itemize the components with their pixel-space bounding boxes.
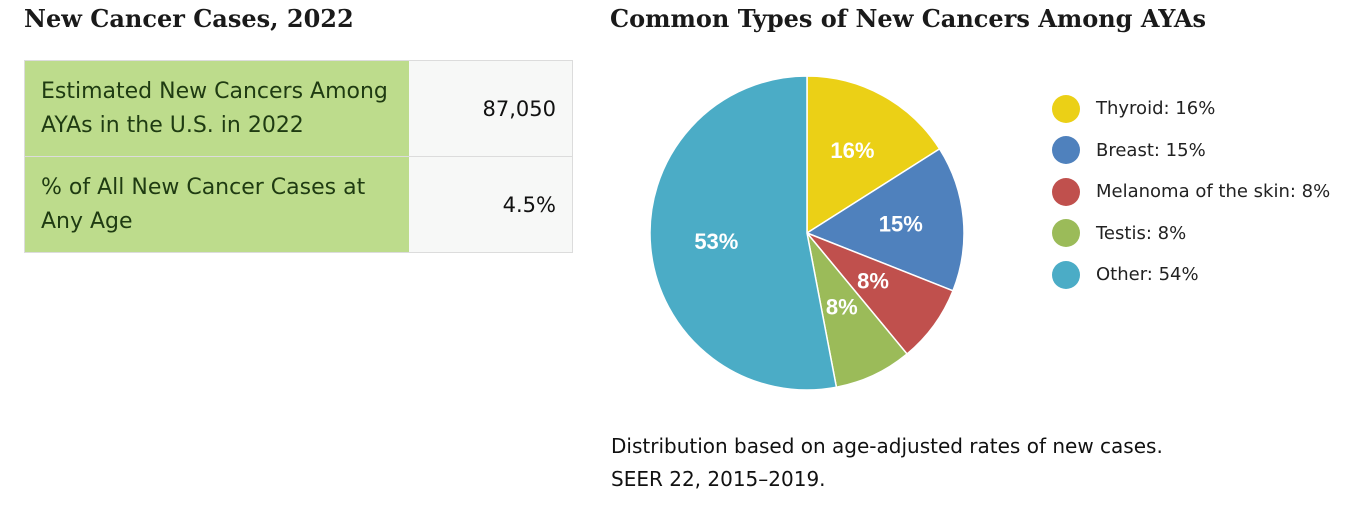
row-label: Estimated New Cancers Among AYAs in the … bbox=[24, 60, 409, 157]
slice-label-other: 53% bbox=[694, 229, 738, 254]
legend-item-testis: Testis: 8% bbox=[1052, 213, 1330, 255]
pie-slice-thyroid bbox=[806, 75, 941, 235]
table-row: Estimated New Cancers Among AYAs in the … bbox=[24, 60, 573, 157]
chart-legend: Thyroid: 16% Breast: 15% Melanoma of the… bbox=[1052, 88, 1330, 296]
slice-label-testis: 8% bbox=[826, 294, 858, 319]
legend-swatch bbox=[1052, 94, 1080, 123]
legend-item-thyroid: Thyroid: 16% bbox=[1052, 88, 1330, 130]
legend-item-other: Other: 54% bbox=[1052, 254, 1330, 296]
row-label: % of All New Cancer Cases at Any Age bbox=[24, 156, 409, 253]
slice-label-thyroid: 16% bbox=[830, 138, 874, 163]
legend-label: Thyroid: 16% bbox=[1096, 98, 1216, 120]
legend-label: Melanoma of the skin: 8% bbox=[1096, 181, 1331, 203]
slice-label-breast: 15% bbox=[879, 212, 923, 237]
legend-swatch bbox=[1052, 136, 1080, 165]
chart-title: Common Types of New Cancers Among AYAs bbox=[610, 4, 1206, 33]
chart-note: Distribution based on age-adjusted rates… bbox=[611, 430, 1163, 496]
legend-item-breast: Breast: 15% bbox=[1052, 130, 1330, 172]
legend-item-melanoma: Melanoma of the skin: 8% bbox=[1052, 171, 1330, 213]
legend-swatch bbox=[1052, 260, 1080, 289]
stats-table: Estimated New Cancers Among AYAs in the … bbox=[24, 60, 573, 253]
note-line: Distribution based on age-adjusted rates… bbox=[611, 434, 1163, 458]
pie-chart: 16% 15% 8%8% 53% bbox=[649, 75, 965, 391]
legend-label: Testis: 8% bbox=[1096, 222, 1187, 244]
slice-label-melanoma-of-the-skin: 8% bbox=[857, 268, 889, 293]
table-row: % of All New Cancer Cases at Any Age 4.5… bbox=[24, 156, 573, 253]
row-value: 4.5% bbox=[408, 156, 573, 253]
legend-swatch bbox=[1052, 219, 1080, 248]
legend-swatch bbox=[1052, 177, 1080, 206]
pie-slice-other bbox=[649, 75, 838, 391]
legend-label: Other: 54% bbox=[1096, 264, 1199, 286]
pie-slice-breast bbox=[805, 147, 965, 292]
legend-label: Breast: 15% bbox=[1096, 139, 1206, 161]
row-value: 87,050 bbox=[408, 60, 573, 157]
note-line: SEER 22, 2015–2019. bbox=[611, 467, 826, 491]
table-title: New Cancer Cases, 2022 bbox=[24, 4, 354, 33]
